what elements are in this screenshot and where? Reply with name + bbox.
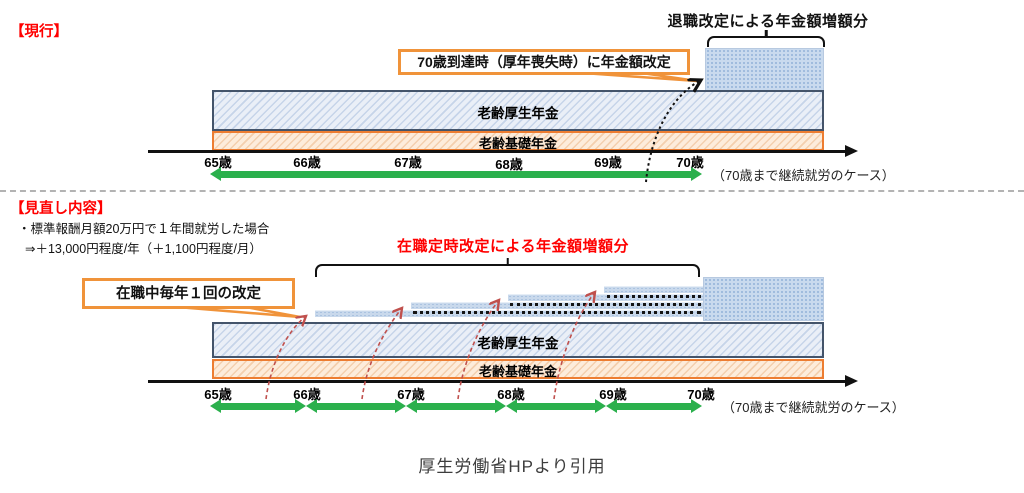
- employees-pension-bar-revised: 老齢厚生年金: [212, 322, 824, 358]
- age70-revision-callout: 70歳到達時（厚年喪失時）に年金額改定: [398, 49, 690, 75]
- basic-pension-bar-revised: 老齢基礎年金: [212, 359, 824, 379]
- employees-pension-bar-current: 老齢厚生年金: [212, 90, 824, 131]
- retirement-increase-title: 退職改定による年金額増額分: [667, 13, 869, 30]
- timeline-axis-revised: [148, 380, 848, 383]
- age-label: 69歳: [594, 155, 622, 170]
- basic-pension-label-revised: 老齢基礎年金: [478, 364, 557, 379]
- revised-section-label: 【見直し内容】: [10, 201, 112, 217]
- timeline-axis-arrowhead-revised: [845, 375, 858, 387]
- age-label: 67歳: [397, 387, 425, 402]
- age-label: 65歳: [204, 155, 232, 170]
- accrued-increment-dots: [607, 295, 701, 298]
- age-label: 67歳: [394, 155, 422, 170]
- basic-pension-label-current: 老齢基礎年金: [478, 136, 557, 151]
- age-label: 66歳: [293, 155, 321, 170]
- retirement-increase-brace: [707, 30, 825, 47]
- case-note-current: （70歳まで継続就労のケース）: [712, 168, 895, 183]
- in-service-increase-title: 在職定時改定による年金額増額分: [396, 238, 630, 255]
- assumption-note-line2: ⇒＋13,000円程度/年（＋1,100円程度/月）: [25, 242, 262, 256]
- age-label: 70歳: [687, 387, 715, 402]
- work-year-arrow-1: [210, 399, 306, 413]
- final-increment-block-revised: [703, 277, 824, 321]
- accrued-increment-dots: [510, 303, 701, 306]
- timeline-axis-current: [148, 150, 848, 153]
- case-note-revised: （70歳まで継続就労のケース）: [722, 400, 905, 415]
- work-year-arrow-2: [306, 399, 406, 413]
- age-label: 68歳: [495, 157, 523, 172]
- employees-pension-label-revised: 老齢厚生年金: [477, 336, 559, 351]
- work-year-arrow-4: [506, 399, 606, 413]
- work-year-arrow-5: [606, 399, 702, 413]
- section-divider: [0, 190, 1024, 192]
- timeline-axis-arrowhead-current: [845, 145, 858, 157]
- in-service-increase-brace: [315, 258, 700, 277]
- revision-step-3: [508, 294, 703, 301]
- source-caption: 厚生労働省HPより引用: [418, 457, 606, 476]
- age-label: 65歳: [204, 387, 232, 402]
- work-year-arrow-3: [406, 399, 506, 413]
- age-label: 69歳: [599, 387, 627, 402]
- age-label: 68歳: [497, 387, 525, 402]
- current-section-label: 【現行】: [10, 24, 68, 40]
- annual-revision-callout: 在職中毎年１回の改定: [82, 278, 295, 309]
- basic-pension-bar-current: 老齢基礎年金: [212, 131, 824, 151]
- accrued-increment-dots: [413, 311, 701, 314]
- revision-step-4: [604, 286, 703, 293]
- brace-tick: [764, 30, 768, 38]
- retirement-increment-block: [705, 48, 824, 91]
- employees-pension-label-current: 老齢厚生年金: [477, 106, 559, 121]
- brace-tick: [506, 258, 509, 266]
- work-period-arrow-current: [210, 167, 702, 181]
- assumption-note-line1: ・標準報酬月額20万円で１年間就労した場合: [18, 222, 270, 236]
